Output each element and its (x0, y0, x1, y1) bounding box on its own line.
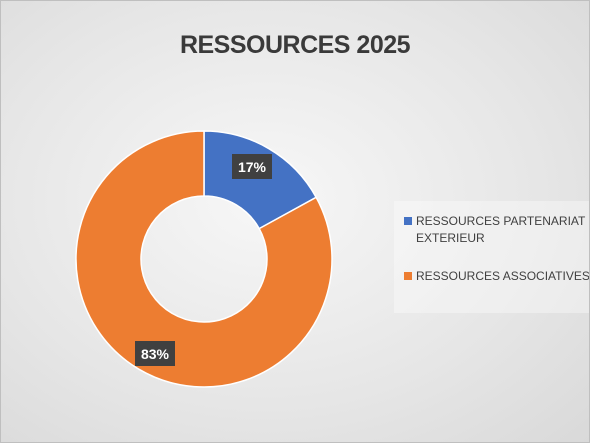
legend-item-partenariat: RESSOURCES PARTENARIAT EXTERIEUR (404, 213, 589, 247)
legend-swatch-associatives (404, 272, 412, 280)
data-label-bg (232, 154, 272, 179)
legend-label-associatives: RESSOURCES ASSOCIATIVES (416, 269, 590, 283)
data-label-partenariat: 17% (232, 154, 272, 179)
legend-swatch-partenariat (404, 217, 412, 225)
legend-item-associatives: RESSOURCES ASSOCIATIVES (404, 268, 590, 285)
slice-associatives (75, 130, 333, 388)
data-label-bg (135, 341, 175, 366)
legend-label-partenariat: RESSOURCES PARTENARIAT EXTERIEUR (416, 214, 586, 245)
data-label-text: 17% (238, 159, 267, 175)
data-label-associatives: 83% (135, 341, 175, 366)
chart-title: RESSOURCES 2025 (179, 31, 411, 59)
data-label-text: 83% (141, 346, 170, 362)
legend: RESSOURCES PARTENARIAT EXTERIEUR RESSOUR… (394, 201, 590, 313)
